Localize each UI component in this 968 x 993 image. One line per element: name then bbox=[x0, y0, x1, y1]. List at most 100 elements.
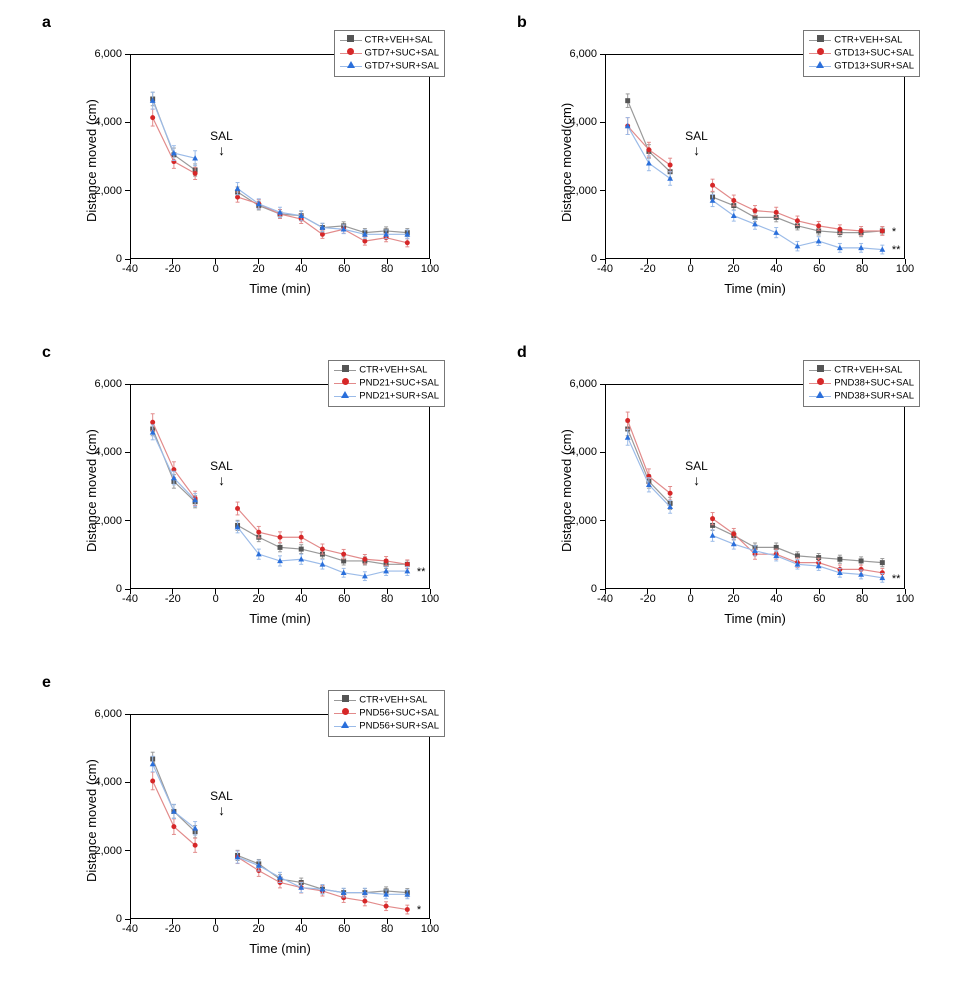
x-tick-mark bbox=[733, 259, 734, 264]
x-tick-label: 20 bbox=[727, 593, 739, 605]
x-tick-mark bbox=[690, 589, 691, 594]
significance-marker: * bbox=[417, 904, 421, 916]
x-tick-label: 20 bbox=[252, 593, 264, 605]
sal-arrow-icon: ↓ bbox=[218, 473, 225, 487]
y-tick-label: 0 bbox=[82, 253, 122, 265]
y-tick-mark bbox=[125, 714, 130, 715]
x-tick-label: 0 bbox=[688, 263, 694, 275]
y-tick-label: 0 bbox=[557, 583, 597, 595]
panel-e: e02,0004,0006,000-40-20020406080100Dista… bbox=[30, 670, 475, 965]
sal-annotation: SAL bbox=[685, 129, 708, 143]
significance-marker: ** bbox=[892, 244, 901, 256]
sal-annotation: SAL bbox=[685, 459, 708, 473]
chart-area bbox=[605, 54, 905, 259]
y-tick-label: 6,000 bbox=[557, 48, 597, 60]
y-tick-mark bbox=[125, 782, 130, 783]
panel-label: e bbox=[42, 674, 51, 692]
x-tick-mark bbox=[130, 919, 131, 924]
y-tick-mark bbox=[125, 850, 130, 851]
x-tick-label: 40 bbox=[770, 593, 782, 605]
y-tick-mark bbox=[600, 54, 605, 55]
y-tick-mark bbox=[600, 190, 605, 191]
x-tick-mark bbox=[862, 259, 863, 264]
x-tick-label: -20 bbox=[640, 263, 656, 275]
x-tick-mark bbox=[387, 589, 388, 594]
y-tick-mark bbox=[125, 54, 130, 55]
y-tick-label: 6,000 bbox=[82, 708, 122, 720]
legend-row: CTR+VEH+SAL bbox=[809, 34, 914, 47]
sal-arrow-icon: ↓ bbox=[693, 143, 700, 157]
x-tick-label: -40 bbox=[597, 593, 613, 605]
x-tick-label: 0 bbox=[213, 263, 219, 275]
legend-row: PND38+SUR+SAL bbox=[809, 390, 914, 403]
x-tick-mark bbox=[776, 259, 777, 264]
legend-label: GTD13+SUR+SAL bbox=[834, 61, 914, 72]
y-axis-label: Distance moved(cm) bbox=[559, 102, 574, 221]
legend-label: PND21+SUR+SAL bbox=[359, 391, 439, 402]
x-tick-mark bbox=[430, 589, 431, 594]
chart-svg bbox=[131, 715, 429, 918]
legend-marker-icon bbox=[334, 720, 356, 732]
chart-area bbox=[130, 714, 430, 919]
x-tick-label: 40 bbox=[295, 263, 307, 275]
legend-marker-icon bbox=[340, 47, 362, 59]
x-tick-mark bbox=[301, 589, 302, 594]
legend-label: GTD13+SUC+SAL bbox=[834, 48, 914, 59]
legend-box: CTR+VEH+SALGTD13+SUC+SAL GTD13+SUR+SAL bbox=[803, 30, 920, 77]
x-tick-label: 100 bbox=[421, 923, 439, 935]
x-tick-mark bbox=[387, 259, 388, 264]
x-tick-mark bbox=[605, 259, 606, 264]
x-tick-mark bbox=[344, 589, 345, 594]
x-tick-label: 60 bbox=[338, 923, 350, 935]
legend-marker-icon bbox=[340, 34, 362, 46]
x-tick-label: 80 bbox=[381, 263, 393, 275]
legend-row: PND56+SUC+SAL bbox=[334, 707, 439, 720]
legend-label: CTR+VEH+SAL bbox=[359, 695, 427, 706]
legend-label: CTR+VEH+SAL bbox=[365, 35, 433, 46]
legend-label: GTD7+SUC+SAL bbox=[365, 48, 439, 59]
x-axis-label: Time (min) bbox=[249, 941, 311, 955]
y-tick-label: 6,000 bbox=[82, 48, 122, 60]
legend-label: CTR+VEH+SAL bbox=[834, 365, 902, 376]
legend-row: CTR+VEH+SAL bbox=[334, 364, 439, 377]
legend-row: CTR+VEH+SAL bbox=[340, 34, 439, 47]
legend-marker-icon bbox=[809, 47, 831, 59]
x-tick-mark bbox=[215, 589, 216, 594]
panel-b: b02,0004,0006,000-40-20020406080100Dista… bbox=[505, 10, 950, 305]
legend-label: PND38+SUC+SAL bbox=[834, 378, 914, 389]
x-tick-label: 60 bbox=[338, 263, 350, 275]
x-tick-mark bbox=[301, 259, 302, 264]
x-tick-mark bbox=[258, 919, 259, 924]
sal-annotation: SAL bbox=[210, 459, 233, 473]
x-tick-label: 0 bbox=[213, 923, 219, 935]
x-tick-label: 20 bbox=[252, 263, 264, 275]
x-axis-label: Time (min) bbox=[724, 281, 786, 295]
y-tick-mark bbox=[600, 452, 605, 453]
legend-row: GTD13+SUC+SAL bbox=[809, 47, 914, 60]
panel-label: c bbox=[42, 344, 51, 362]
x-tick-label: 80 bbox=[856, 593, 868, 605]
y-axis-label: Distance moved (cm) bbox=[559, 429, 574, 552]
x-tick-label: 80 bbox=[381, 923, 393, 935]
x-tick-label: -20 bbox=[165, 593, 181, 605]
x-tick-label: 40 bbox=[295, 923, 307, 935]
legend-marker-icon bbox=[334, 377, 356, 389]
panel-c: c02,0004,0006,000-40-20020406080100Dista… bbox=[30, 340, 475, 635]
x-tick-label: 100 bbox=[896, 593, 914, 605]
chart-svg bbox=[131, 55, 429, 258]
x-tick-mark bbox=[819, 259, 820, 264]
sal-annotation: SAL bbox=[210, 789, 233, 803]
x-tick-mark bbox=[172, 919, 173, 924]
x-tick-mark bbox=[733, 589, 734, 594]
x-tick-mark bbox=[690, 259, 691, 264]
legend-row: PND21+SUC+SAL bbox=[334, 377, 439, 390]
legend-row: PND38+SUC+SAL bbox=[809, 377, 914, 390]
y-tick-mark bbox=[125, 384, 130, 385]
legend-label: PND38+SUR+SAL bbox=[834, 391, 914, 402]
x-tick-mark bbox=[344, 259, 345, 264]
y-tick-mark bbox=[125, 122, 130, 123]
x-tick-label: -20 bbox=[165, 923, 181, 935]
legend-marker-icon bbox=[809, 377, 831, 389]
x-tick-label: -20 bbox=[640, 593, 656, 605]
x-tick-mark bbox=[862, 589, 863, 594]
